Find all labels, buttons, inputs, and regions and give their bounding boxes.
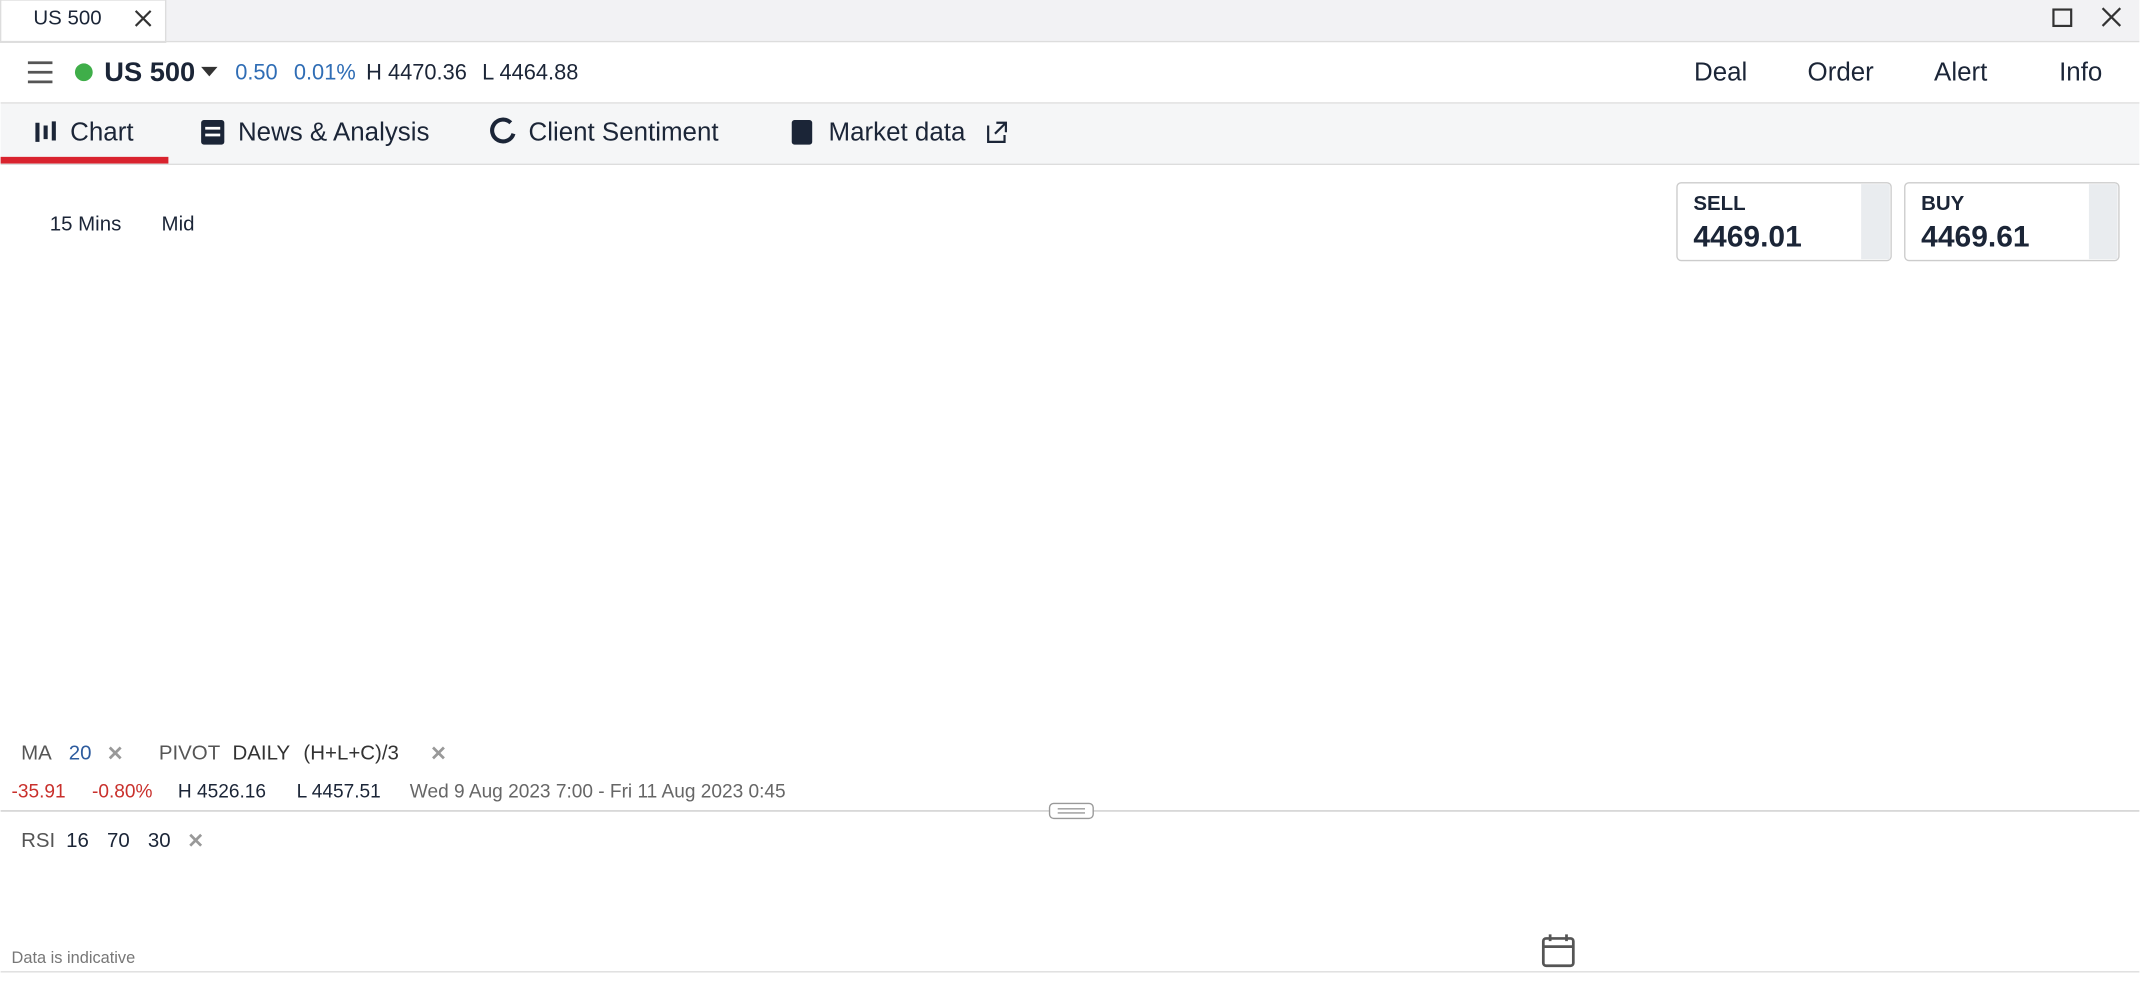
sell-price: 4469.01 — [1693, 221, 1801, 254]
calendar-icon-lines — [1543, 934, 1574, 948]
close-window[interactable] — [2101, 7, 2122, 27]
ma-label: MA — [21, 742, 52, 765]
ma-period: 20 — [69, 742, 92, 765]
news-icon — [201, 120, 225, 145]
tab-title: US 500 — [33, 7, 101, 30]
remove-pivot[interactable] — [432, 746, 445, 760]
period-range: Wed 9 Aug 2023 7:00 - Fri 11 Aug 2023 0:… — [410, 782, 786, 803]
period-change: -35.91 — [12, 782, 66, 803]
rsi-label: RSI — [21, 829, 55, 852]
action[interactable]: Info — [2059, 59, 2102, 87]
action[interactable]: Deal — [1694, 59, 1747, 87]
legend-backdrop — [0, 736, 2033, 813]
tab-label: News & Analysis — [238, 119, 430, 147]
period-high: H 4526.16 — [178, 782, 266, 803]
window-tab[interactable] — [0, 0, 167, 43]
sentiment-tab[interactable]: Client Sentiment — [490, 117, 719, 147]
buy-box-side — [2088, 184, 2118, 260]
low: L 4464.88 — [482, 59, 578, 84]
calendar-icon — [1541, 937, 1575, 968]
close-tab[interactable] — [134, 10, 152, 27]
tab-label: Client Sentiment — [528, 119, 719, 147]
buy-price: 4469.61 — [1921, 221, 2029, 254]
tab-label: Market data — [829, 119, 966, 147]
calendar-button[interactable] — [1541, 934, 1575, 968]
pivot-label: PIVOT — [159, 742, 221, 765]
active-tab-indicator — [0, 156, 169, 164]
news-icon-lines — [205, 126, 221, 137]
remove-rsi[interactable] — [189, 833, 203, 847]
price-type[interactable]: Mid — [162, 212, 195, 235]
period-low: L 4457.51 — [297, 782, 381, 803]
period-change-pct: -0.80% — [92, 782, 152, 803]
rsi-upper: 70 — [107, 829, 130, 852]
rsi-lower: 30 — [148, 829, 171, 852]
action[interactable]: Order — [1808, 59, 1875, 87]
sentiment-icon — [490, 117, 516, 144]
dropdown[interactable] — [201, 66, 218, 77]
resize-grip — [1057, 808, 1086, 814]
tab-bar — [0, 0, 2140, 41]
pivot-formula: (H+L+C)/3 — [303, 742, 399, 765]
sell-button[interactable]: SELL 4469.01 — [1676, 182, 1892, 262]
action[interactable]: Alert — [1934, 59, 1988, 87]
chart-icon — [35, 121, 56, 142]
high: H 4470.36 — [366, 59, 467, 84]
status-dot — [74, 63, 93, 82]
interval[interactable]: 15 Mins — [50, 212, 122, 235]
buy-box — [1904, 182, 2120, 262]
remove-ma[interactable] — [108, 746, 122, 760]
menu[interactable] — [27, 61, 53, 84]
external-link-icon — [987, 121, 1007, 143]
change: 0.50 — [235, 59, 277, 84]
maximize[interactable] — [2052, 8, 2073, 28]
sell-box — [1676, 182, 1892, 262]
news-tab[interactable]: News & Analysis — [201, 119, 429, 147]
chart-tab[interactable]: Chart — [35, 119, 134, 147]
resize-handle[interactable] — [1048, 802, 1094, 820]
tab-label: Chart — [70, 119, 134, 147]
pivot-period: DAILY — [233, 742, 291, 765]
market-data-tab[interactable]: Market data — [791, 119, 1007, 147]
sell-label: SELL — [1693, 192, 1745, 215]
tab-strip — [0, 103, 2140, 164]
footnote: Data is indicative — [12, 949, 136, 967]
rsi-period: 16 — [66, 829, 89, 852]
instrument[interactable]: US 500 — [104, 56, 195, 87]
change-pct: 0.01% — [294, 59, 356, 84]
sell-box-side — [1861, 184, 1890, 260]
market-icon — [791, 120, 813, 145]
buy-button[interactable]: BUY 4469.61 — [1904, 182, 2120, 262]
buy-label: BUY — [1921, 192, 1965, 215]
